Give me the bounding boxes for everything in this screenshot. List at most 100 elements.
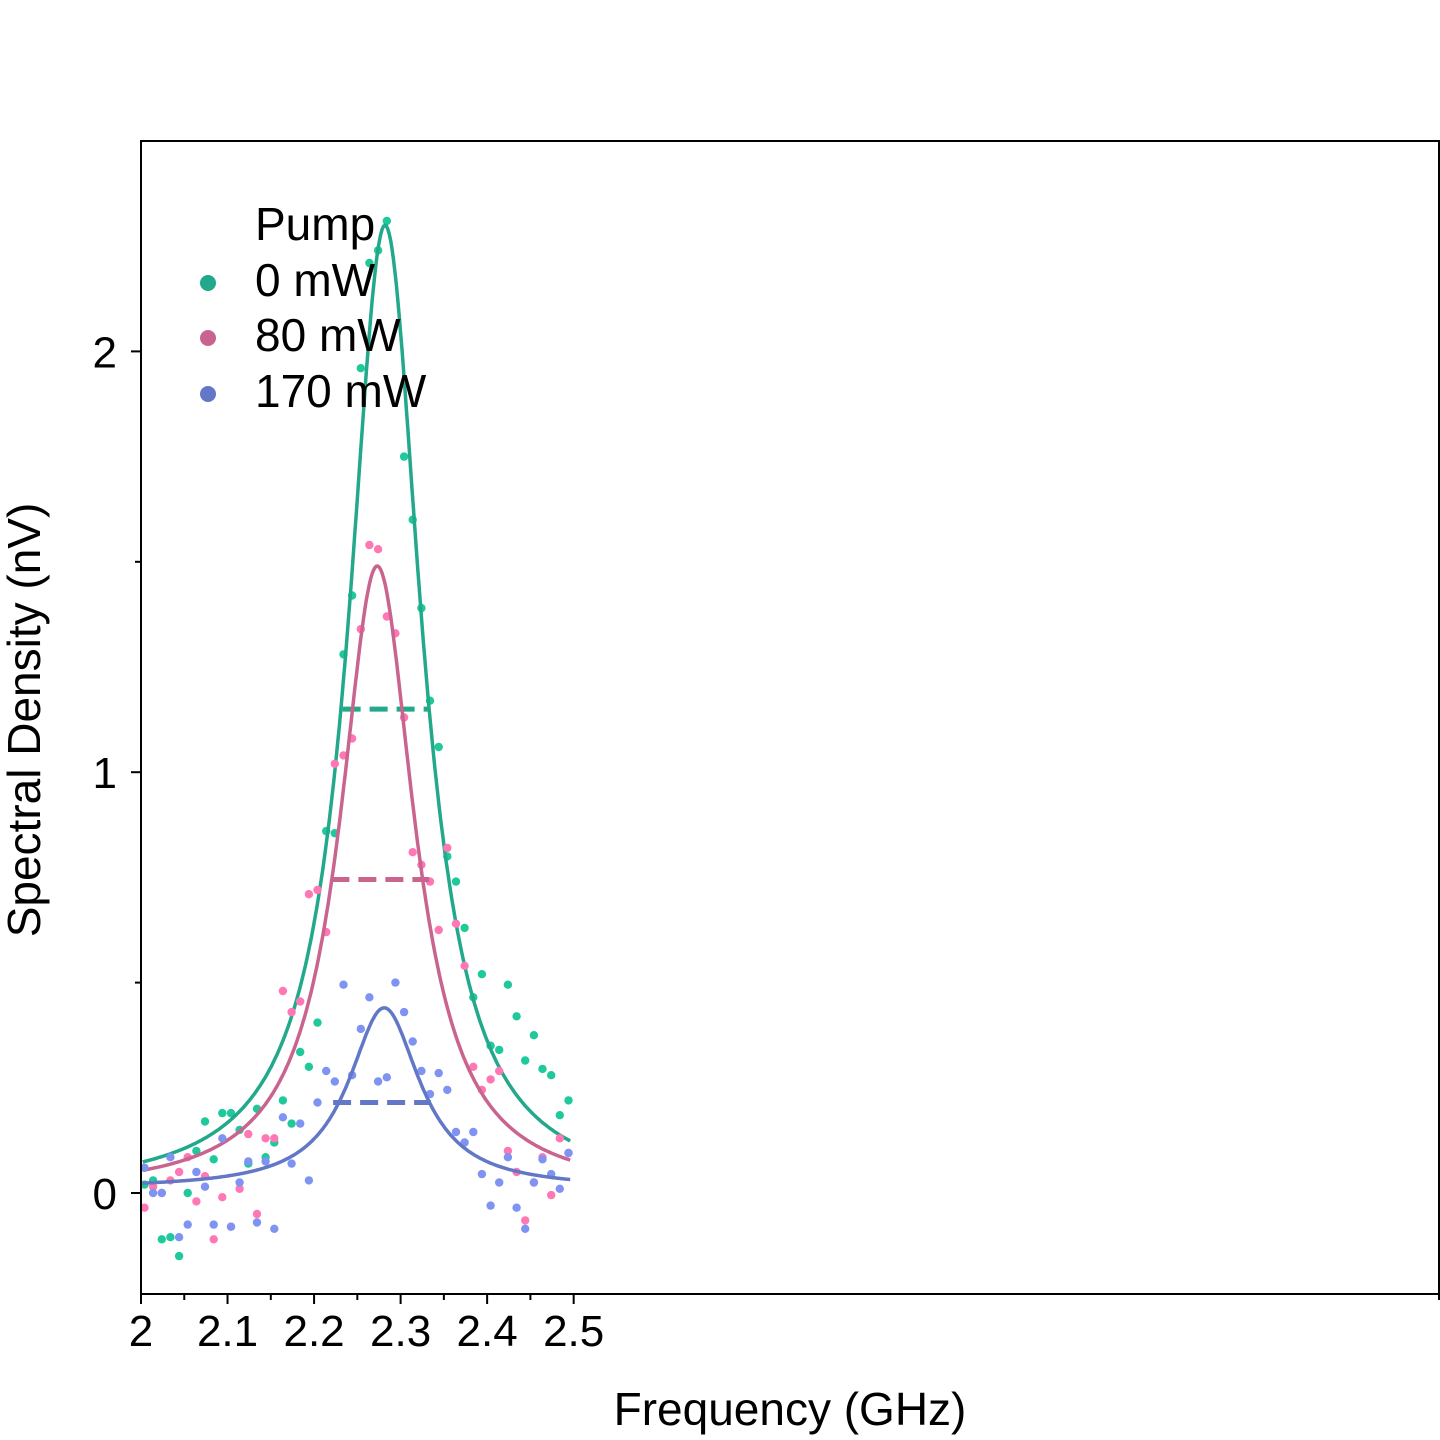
data-point-80-mw <box>434 925 443 935</box>
data-point-170-mw <box>235 1178 244 1187</box>
data-point-80-mw <box>469 1062 478 1072</box>
data-point-170-mw <box>443 1085 452 1095</box>
data-point-0-mw <box>218 1108 227 1118</box>
data-point-80-mw <box>503 1146 513 1156</box>
data-point-170-mw <box>322 1066 331 1076</box>
axes: 2 2.1 2.2 2.3 2.4 2.5 0 1 2 <box>93 328 1440 1356</box>
data-point-0-mw <box>183 1188 192 1198</box>
data-point-0-mw <box>495 1045 504 1055</box>
x-tick-label: 2 <box>129 1307 153 1356</box>
data-point-170-mw <box>313 1098 322 1107</box>
data-point-80-mw <box>244 1129 253 1139</box>
data-point-170-mw <box>408 1037 417 1046</box>
data-point-0-mw <box>382 216 391 226</box>
data-point-170-mw <box>278 1113 288 1122</box>
data-point-0-mw <box>166 1233 175 1242</box>
x-tick-label: 2.2 <box>283 1307 344 1356</box>
data-point-170-mw <box>296 1119 305 1128</box>
data-point-80-mw <box>365 540 374 550</box>
legend-marker-80-mw <box>200 330 216 346</box>
data-point-170-mw <box>226 1222 236 1231</box>
data-point-0-mw <box>313 1018 322 1027</box>
data-point-0-mw <box>200 1117 210 1126</box>
legend-label-170-mw: 170 mW <box>255 365 427 417</box>
data-point-170-mw <box>209 1220 218 1229</box>
data-point-80-mw <box>555 1134 564 1143</box>
x-tick-label: 2.3 <box>370 1307 431 1356</box>
data-point-170-mw <box>373 1077 383 1086</box>
data-point-80-mw <box>192 1197 201 1206</box>
data-point-170-mw <box>218 1134 227 1143</box>
data-point-80-mw <box>408 848 417 857</box>
data-point-170-mw <box>495 1178 504 1187</box>
y-tick-label: 2 <box>93 328 117 377</box>
data-point-0-mw <box>529 1031 539 1040</box>
legend: Pump 0 mW 80 mW 170 mW <box>200 198 427 417</box>
data-point-170-mw <box>261 1157 270 1166</box>
series-80-mw <box>140 540 573 1244</box>
data-point-0-mw <box>278 1096 288 1105</box>
fit-curve-0-mw <box>142 223 572 1164</box>
legend-label-80-mw: 80 mW <box>255 309 401 361</box>
data-point-0-mw <box>477 970 487 979</box>
data-point-80-mw <box>270 1134 279 1143</box>
x-tick-label: 2.4 <box>457 1307 518 1356</box>
data-point-80-mw <box>443 843 452 853</box>
fit-curve-80-mw <box>142 564 571 1173</box>
data-point-170-mw <box>183 1220 192 1229</box>
data-point-0-mw <box>521 1056 530 1065</box>
data-point-80-mw <box>304 890 314 899</box>
legend-title: Pump <box>255 198 375 250</box>
data-point-170-mw <box>304 1176 314 1185</box>
data-point-80-mw <box>460 961 469 970</box>
legend-marker-0-mw <box>200 275 216 291</box>
data-point-80-mw <box>287 1007 296 1017</box>
data-point-0-mw <box>503 980 513 989</box>
data-point-0-mw <box>365 258 374 268</box>
data-point-0-mw <box>555 1111 564 1120</box>
data-point-80-mw <box>296 997 305 1006</box>
data-point-0-mw <box>226 1108 236 1118</box>
data-point-170-mw <box>330 1077 339 1086</box>
data-point-0-mw <box>174 1251 184 1261</box>
data-point-80-mw <box>235 1184 244 1194</box>
series-170-mw <box>140 978 573 1242</box>
data-point-0-mw <box>192 1146 201 1156</box>
data-point-170-mw <box>469 1127 478 1137</box>
data-point-0-mw <box>304 1062 314 1072</box>
data-point-170-mw <box>382 1073 391 1082</box>
data-point-170-mw <box>157 1188 166 1198</box>
data-point-80-mw <box>313 885 322 895</box>
data-point-170-mw <box>244 1157 253 1166</box>
legend-label-0-mw: 0 mW <box>255 254 376 306</box>
data-point-0-mw <box>564 1096 573 1105</box>
plot-area <box>140 216 573 1261</box>
data-point-170-mw <box>148 1188 158 1198</box>
data-point-0-mw <box>512 1012 521 1021</box>
data-point-0-mw <box>538 1064 547 1074</box>
data-point-170-mw <box>477 1169 487 1179</box>
data-point-170-mw <box>174 1233 184 1242</box>
data-point-170-mw <box>166 1153 175 1162</box>
y-axis-title: Spectral Density (nV) <box>0 503 50 938</box>
data-point-0-mw <box>399 452 409 461</box>
data-point-0-mw <box>451 877 461 886</box>
data-point-170-mw <box>365 993 374 1002</box>
data-point-170-mw <box>486 1201 495 1210</box>
data-point-80-mw <box>140 1203 149 1212</box>
data-point-0-mw <box>547 1071 556 1080</box>
data-point-80-mw <box>521 1216 530 1225</box>
data-point-170-mw <box>270 1224 279 1234</box>
data-point-170-mw <box>434 1068 443 1078</box>
data-point-170-mw <box>529 1178 539 1187</box>
data-point-170-mw <box>417 1066 426 1076</box>
data-point-170-mw <box>512 1203 521 1212</box>
data-point-80-mw <box>451 919 461 928</box>
data-point-170-mw <box>538 1155 547 1164</box>
data-point-170-mw <box>252 1218 262 1227</box>
fit-curve-170-mw <box>142 1006 571 1185</box>
y-tick-label: 1 <box>93 749 117 798</box>
data-point-0-mw <box>460 923 469 933</box>
data-point-170-mw <box>391 978 400 987</box>
